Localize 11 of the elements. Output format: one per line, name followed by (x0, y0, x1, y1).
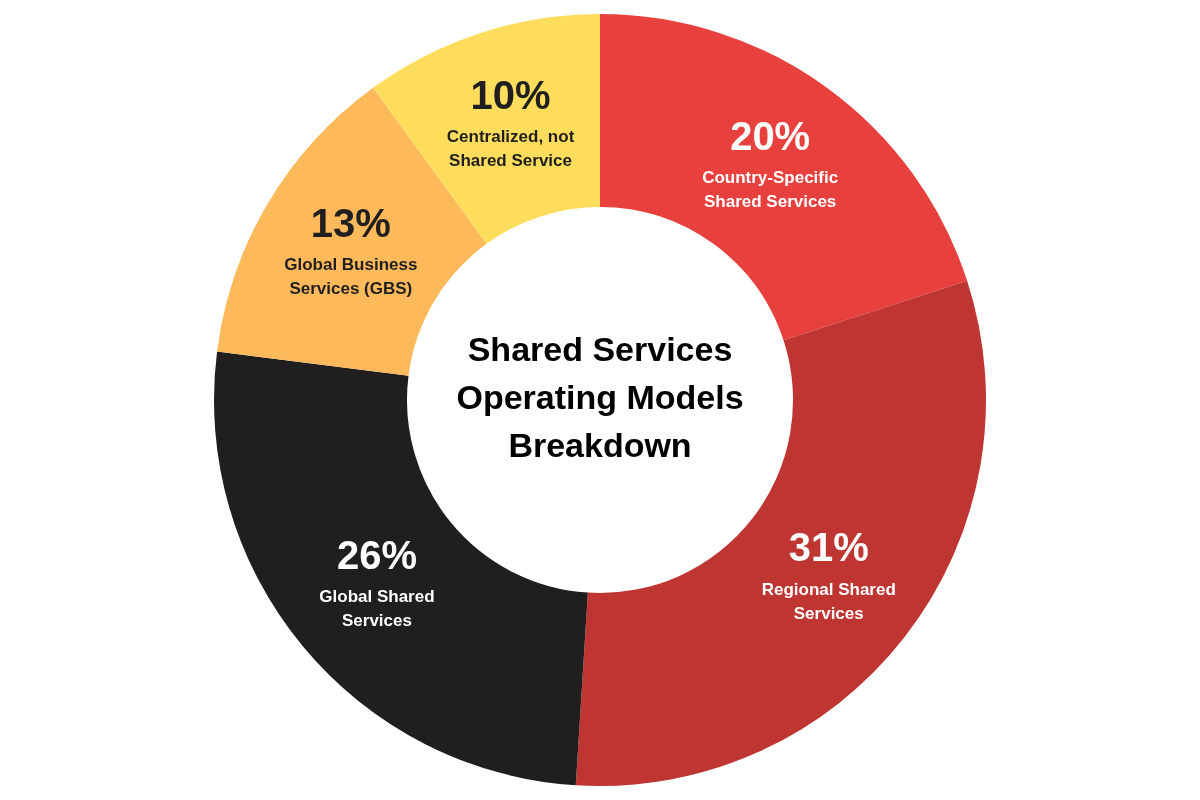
slice-label: Global Business Services (GBS) (284, 255, 418, 299)
slice-label: Centralized, not Shared Service (446, 127, 575, 171)
data-label: 10% (470, 72, 551, 117)
data-label: 13% (310, 200, 391, 245)
data-label: 31% (788, 525, 869, 570)
data-label: 26% (336, 532, 417, 577)
data-label: 20% (730, 113, 811, 158)
text: Shared Services Operating Models Breakdown (456, 330, 744, 465)
slice-label: Country-Specific Shared Services (702, 168, 839, 212)
slice-label: Global Shared Services (319, 587, 435, 631)
slice-label: Regional Shared Services (761, 580, 896, 624)
